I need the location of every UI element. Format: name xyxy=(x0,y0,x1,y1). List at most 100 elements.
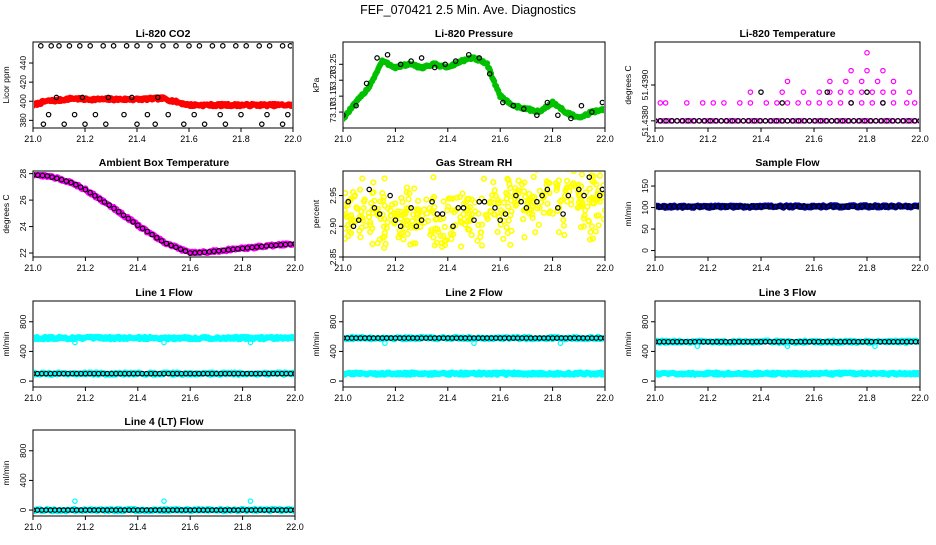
data-point xyxy=(279,43,286,49)
data-point xyxy=(827,89,833,95)
data-point xyxy=(395,234,402,241)
data-point xyxy=(429,195,436,203)
data-point xyxy=(850,118,857,124)
data-point xyxy=(460,205,467,211)
data-point xyxy=(758,89,764,95)
data-point xyxy=(544,200,551,207)
data-point xyxy=(444,203,452,210)
x-tick-label: 21.8 xyxy=(234,522,252,532)
data-point xyxy=(563,177,571,184)
x-tick-label: 21.8 xyxy=(234,263,252,273)
data-point xyxy=(478,221,486,228)
data-point xyxy=(376,236,383,243)
y-tick-label: 400 xyxy=(328,344,338,358)
x-tick-label: 21.4 xyxy=(752,263,770,273)
plot-area xyxy=(344,51,604,122)
data-point xyxy=(384,51,391,58)
data-point xyxy=(478,242,486,249)
data-point xyxy=(578,172,586,178)
data-point xyxy=(101,199,108,205)
data-point xyxy=(880,67,886,74)
data-point xyxy=(450,223,456,230)
data-point xyxy=(220,43,226,49)
data-point xyxy=(233,43,239,49)
data-point xyxy=(161,339,167,346)
chart-rh: Gas Stream RH percent 21.0 21.2 21.4 21.6 21.8… xyxy=(311,157,614,273)
data-point xyxy=(344,202,351,209)
data-point xyxy=(874,78,881,85)
data-point xyxy=(561,231,568,239)
x-tick-label: 21.6 xyxy=(491,134,509,144)
data-point xyxy=(369,240,376,248)
data-point xyxy=(683,100,690,106)
data-point xyxy=(543,188,551,195)
plot-area xyxy=(656,49,919,124)
y-tick-label: 150 xyxy=(640,179,650,193)
data-point xyxy=(895,118,901,124)
data-point xyxy=(423,210,431,217)
data-point xyxy=(292,241,294,247)
data-point xyxy=(437,232,444,239)
data-point xyxy=(110,43,117,49)
data-point xyxy=(568,115,574,122)
data-point xyxy=(366,186,373,193)
data-point xyxy=(68,179,74,186)
data-point xyxy=(565,192,572,199)
series-level-3 xyxy=(784,78,897,85)
data-point xyxy=(534,172,539,173)
data-point xyxy=(121,111,127,118)
data-point xyxy=(173,43,179,49)
data-point xyxy=(747,89,754,95)
data-point xyxy=(657,118,664,124)
y-tick-label: 440 xyxy=(18,56,28,70)
data-point xyxy=(842,78,849,85)
data-point xyxy=(662,100,669,106)
data-point xyxy=(564,198,571,205)
x-tick-label: 21.6 xyxy=(180,134,198,144)
data-point xyxy=(540,209,548,216)
y-tick-label: 51.4390 xyxy=(640,69,650,100)
data-point xyxy=(812,118,818,124)
data-point xyxy=(599,99,604,106)
chart-title: Ambient Box Temperature xyxy=(99,157,230,169)
chart-title: Li-820 Pressure xyxy=(435,28,513,40)
data-point xyxy=(586,185,593,192)
data-point xyxy=(587,236,594,243)
data-point xyxy=(415,197,422,204)
data-point xyxy=(82,121,88,127)
data-point xyxy=(144,228,151,235)
data-point xyxy=(668,118,675,124)
x-tick-label: 21.2 xyxy=(77,393,95,403)
data-point xyxy=(418,55,425,61)
chart-licor_temp: Li-820 Temperature degrees C 21.0 21.2 21.4 2… xyxy=(623,28,929,144)
data-point xyxy=(712,118,719,124)
data-point xyxy=(356,186,364,193)
chart-title: Line 4 (LT) Flow xyxy=(124,416,204,428)
data-point xyxy=(287,43,292,49)
data-point xyxy=(856,118,863,124)
data-point xyxy=(123,43,130,49)
data-point xyxy=(845,118,852,124)
data-point xyxy=(433,239,440,246)
data-point xyxy=(163,240,170,247)
data-point xyxy=(534,112,540,119)
plot-frame xyxy=(32,41,294,129)
data-point xyxy=(834,118,840,124)
y-axis-label: percent xyxy=(311,199,321,228)
data-point xyxy=(351,192,359,199)
series-spikes xyxy=(694,343,878,350)
data-point xyxy=(77,184,84,190)
data-point xyxy=(37,43,44,49)
data-point xyxy=(486,71,493,77)
plot-area xyxy=(34,498,294,515)
x-tick-label: 22.0 xyxy=(596,393,614,403)
data-point xyxy=(505,217,512,224)
x-tick-label: 21.8 xyxy=(544,134,562,144)
data-point xyxy=(596,172,604,180)
x-tick-label: 21.0 xyxy=(334,263,352,273)
data-point xyxy=(779,118,785,124)
data-point xyxy=(414,214,421,221)
data-point xyxy=(467,216,475,223)
data-point xyxy=(900,118,907,124)
